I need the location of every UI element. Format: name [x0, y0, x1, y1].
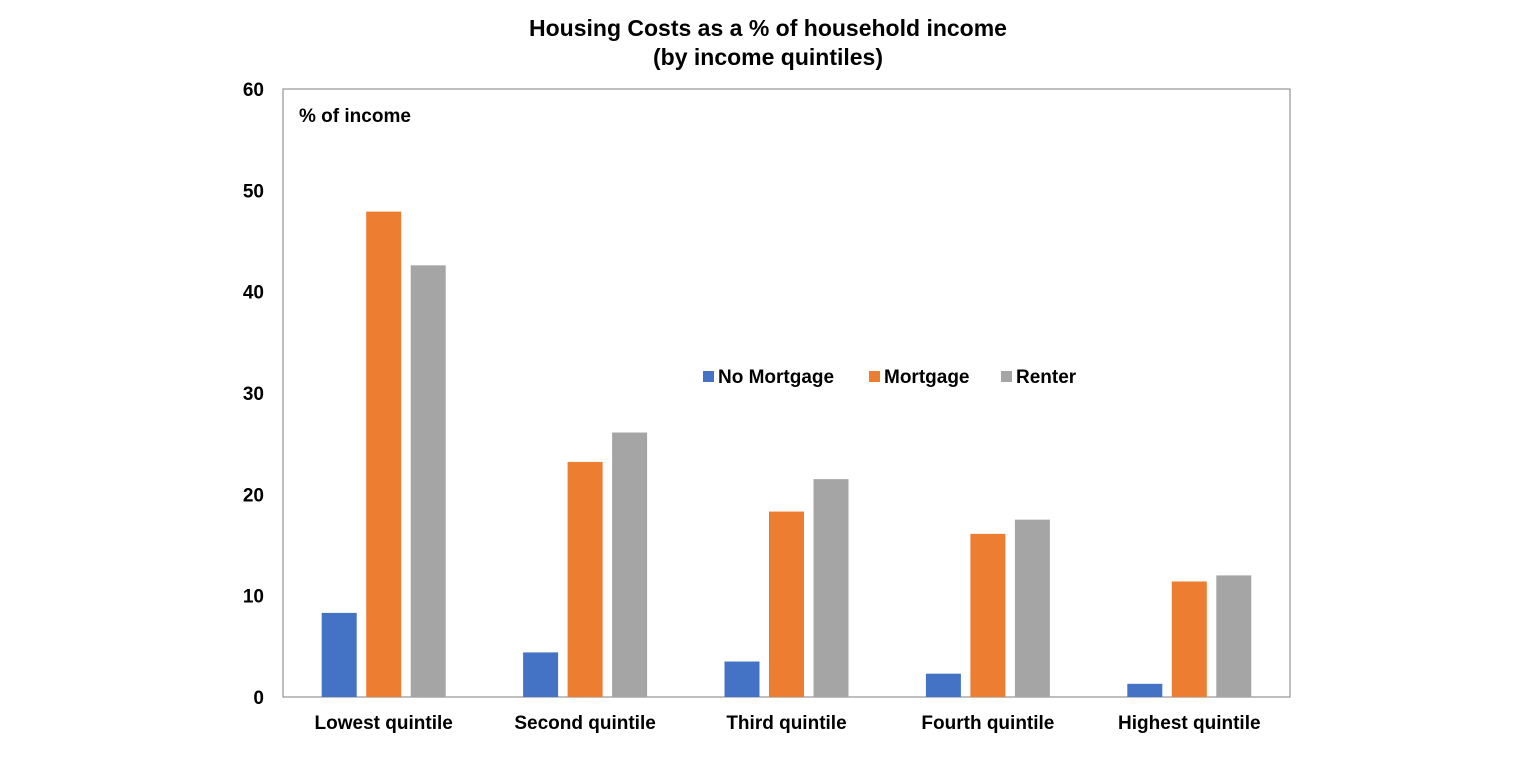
x-tick-label: Second quintile — [514, 713, 655, 734]
legend-swatch — [1001, 371, 1012, 382]
chart-title: Housing Costs as a % of household income — [529, 15, 1007, 41]
y-axis-label: % of income — [299, 106, 411, 127]
y-tick-label: 40 — [243, 283, 264, 304]
y-tick-label: 10 — [243, 587, 264, 608]
bar-mortgage — [970, 533, 1006, 697]
bar-mortgage — [769, 511, 804, 697]
bar-no-mortgage — [321, 612, 357, 697]
y-tick-label: 0 — [253, 688, 264, 709]
y-tick-label: 60 — [243, 80, 264, 101]
x-tick-label: Third quintile — [726, 713, 846, 734]
chart-subtitle: (by income quintiles) — [653, 44, 883, 70]
y-tick-label: 50 — [243, 181, 264, 202]
bar-renter — [813, 479, 849, 697]
legend-label: Mortgage — [884, 367, 970, 388]
x-axis-labels: Lowest quintile Second quintile Third quin… — [315, 713, 1261, 734]
bar-no-mortgage — [925, 673, 961, 697]
bar-mortgage — [567, 461, 603, 697]
legend-label: Renter — [1016, 367, 1077, 388]
bar-mortgage — [366, 211, 402, 697]
bar-no-mortgage — [523, 652, 559, 697]
legend-swatch — [869, 371, 880, 382]
bar-renter — [410, 265, 446, 697]
x-tick-label: Lowest quintile — [315, 713, 453, 734]
legend-label: No Mortgage — [718, 367, 834, 388]
legend: No Mortgage Mortgage Renter — [703, 367, 1077, 388]
legend-swatch — [703, 371, 714, 382]
bars — [321, 211, 1252, 697]
y-tick-label: 30 — [243, 384, 264, 405]
bar-no-mortgage — [1127, 683, 1163, 697]
y-tick-label: 20 — [243, 485, 264, 506]
y-axis-ticks: 0 10 20 30 40 50 60 — [243, 80, 264, 709]
bar-mortgage — [1171, 581, 1207, 697]
bar-renter — [612, 432, 648, 697]
x-tick-label: Fourth quintile — [921, 713, 1054, 734]
x-tick-label: Highest quintile — [1118, 713, 1261, 734]
bar-renter — [1014, 519, 1050, 697]
bar-no-mortgage — [724, 661, 760, 697]
bar-renter — [1216, 575, 1252, 697]
